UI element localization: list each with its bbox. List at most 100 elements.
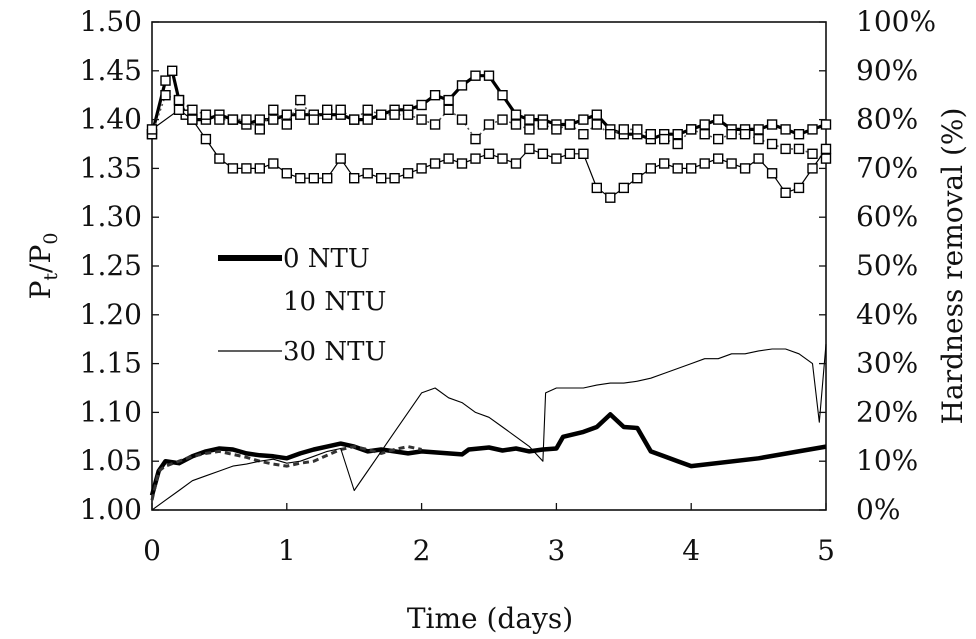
marker-hardness-30ntu xyxy=(618,182,629,194)
legend: 0 NTU 10 NTU 30 NTU xyxy=(218,244,386,367)
marker-hardness-30ntu xyxy=(402,168,414,179)
marker-hardness-30ntu xyxy=(726,158,737,169)
y2-tick-label: 100% xyxy=(856,5,936,38)
marker-hardness-30ntu xyxy=(793,182,805,194)
marker-hardness-10ntu xyxy=(429,119,441,130)
y2-tick-label: 50% xyxy=(856,249,918,282)
marker-hardness-10ntu xyxy=(807,148,818,160)
legend-label-10ntu: 10 NTU xyxy=(283,287,386,317)
marker-hardness-10ntu xyxy=(322,104,333,116)
marker-hardness-10ntu xyxy=(416,114,427,125)
marker-hardness-10ntu xyxy=(699,128,710,140)
marker-hardness-0ntu xyxy=(166,65,178,77)
y-tick-label: 1.50 xyxy=(80,5,142,38)
marker-hardness-0ntu xyxy=(820,119,832,130)
marker-hardness-0ntu xyxy=(443,94,454,106)
y2-tick-label: 10% xyxy=(856,444,918,477)
left-axis-ticks: 1.00 1.05 1.10 1.15 1.20 1.25 1.30 1.35 1.40 1.45… xyxy=(80,5,159,526)
marker-hardness-30ntu xyxy=(551,153,562,164)
y2-tick-label: 40% xyxy=(856,298,918,331)
legend-label-0ntu: 0 NTU xyxy=(283,244,370,274)
marker-hardness-30ntu xyxy=(699,158,710,169)
marker-hardness-30ntu xyxy=(564,148,576,160)
marker-hardness-0ntu xyxy=(524,114,535,125)
marker-hardness-10ntu xyxy=(645,128,656,140)
marker-hardness-10ntu xyxy=(793,143,805,155)
series-line-pressure-30ntu xyxy=(151,344,827,511)
marker-hardness-30ntu xyxy=(268,158,279,169)
marker-hardness-10ntu xyxy=(713,133,724,145)
marker-hardness-10ntu xyxy=(618,124,629,135)
y-axis-title-p: P xyxy=(24,281,57,300)
marker-hardness-10ntu xyxy=(200,109,212,120)
marker-hardness-10ntu xyxy=(268,104,279,116)
marker-hardness-30ntu xyxy=(780,187,791,199)
marker-hardness-30ntu xyxy=(820,143,832,155)
y2-tick-label: 90% xyxy=(856,54,918,87)
marker-hardness-30ntu xyxy=(807,163,818,174)
marker-hardness-30ntu xyxy=(578,148,589,160)
marker-hardness-30ntu xyxy=(335,153,346,164)
marker-hardness-30ntu xyxy=(214,153,225,164)
marker-hardness-0ntu xyxy=(497,89,508,101)
marker-hardness-0ntu xyxy=(591,109,602,120)
marker-hardness-0ntu xyxy=(470,70,481,81)
marker-hardness-0ntu xyxy=(268,114,279,125)
marker-hardness-30ntu xyxy=(659,158,670,169)
y-axis-title: Pt/P0 xyxy=(24,233,62,300)
y-tick-label: 1.25 xyxy=(80,249,142,282)
marker-hardness-30ntu xyxy=(766,168,778,179)
marker-hardness-0ntu xyxy=(807,124,818,135)
marker-hardness-30ntu xyxy=(416,163,427,174)
y-tick-label: 1.30 xyxy=(80,200,142,233)
marker-hardness-30ntu xyxy=(686,163,697,174)
marker-hardness-30ntu xyxy=(537,148,549,160)
marker-hardness-10ntu xyxy=(578,128,589,140)
y-axis-title-sub-t: t xyxy=(40,273,62,281)
marker-hardness-10ntu xyxy=(591,119,602,130)
y-axis-title-slash-p: /P xyxy=(24,245,57,273)
marker-hardness-30ntu xyxy=(713,153,724,164)
marker-hardness-10ntu xyxy=(227,114,239,125)
x-axis-ticks: 0 1 2 3 4 5 xyxy=(143,503,835,567)
marker-hardness-30ntu xyxy=(524,143,535,155)
y-tick-label: 1.40 xyxy=(80,103,142,136)
marker-hardness-10ntu xyxy=(362,104,373,116)
marker-hardness-10ntu xyxy=(254,124,266,135)
marker-hardness-30ntu xyxy=(443,153,454,164)
marker-hardness-30ntu xyxy=(470,153,481,164)
y-axis-title-sub-0: 0 xyxy=(40,233,62,245)
marker-hardness-0ntu xyxy=(510,109,522,120)
plot-frame xyxy=(151,21,827,511)
marker-hardness-0ntu xyxy=(295,109,306,120)
marker-hardness-30ntu xyxy=(295,172,306,184)
marker-hardness-10ntu xyxy=(173,94,185,106)
marker-hardness-0ntu xyxy=(578,114,589,125)
marker-hardness-10ntu xyxy=(281,119,292,130)
marker-hardness-0ntu xyxy=(254,114,266,125)
marker-hardness-0ntu xyxy=(281,109,292,120)
y2-tick-label: 20% xyxy=(856,395,918,428)
marker-hardness-30ntu xyxy=(376,172,387,184)
marker-hardness-0ntu xyxy=(429,89,441,101)
marker-hardness-0ntu xyxy=(780,124,791,135)
x-tick-label: 1 xyxy=(278,534,296,567)
marker-hardness-10ntu xyxy=(632,124,643,135)
marker-hardness-10ntu xyxy=(659,133,670,145)
y-tick-label: 1.35 xyxy=(80,151,142,184)
y-tick-label: 1.05 xyxy=(80,444,142,477)
marker-hardness-10ntu xyxy=(443,104,454,116)
marker-hardness-10ntu xyxy=(187,104,198,116)
y-tick-label: 1.10 xyxy=(80,395,142,428)
marker-hardness-30ntu xyxy=(429,158,441,169)
marker-hardness-30ntu xyxy=(739,163,751,174)
marker-hardness-10ntu xyxy=(483,119,495,130)
x-tick-label: 2 xyxy=(413,534,431,567)
marker-hardness-30ntu xyxy=(510,158,522,169)
marker-hardness-10ntu xyxy=(241,114,252,125)
x-tick-label: 4 xyxy=(682,534,700,567)
marker-hardness-10ntu xyxy=(402,109,414,120)
y2-tick-label: 60% xyxy=(856,200,918,233)
marker-hardness-30ntu xyxy=(254,163,266,174)
legend-label-30ntu: 30 NTU xyxy=(283,337,386,367)
